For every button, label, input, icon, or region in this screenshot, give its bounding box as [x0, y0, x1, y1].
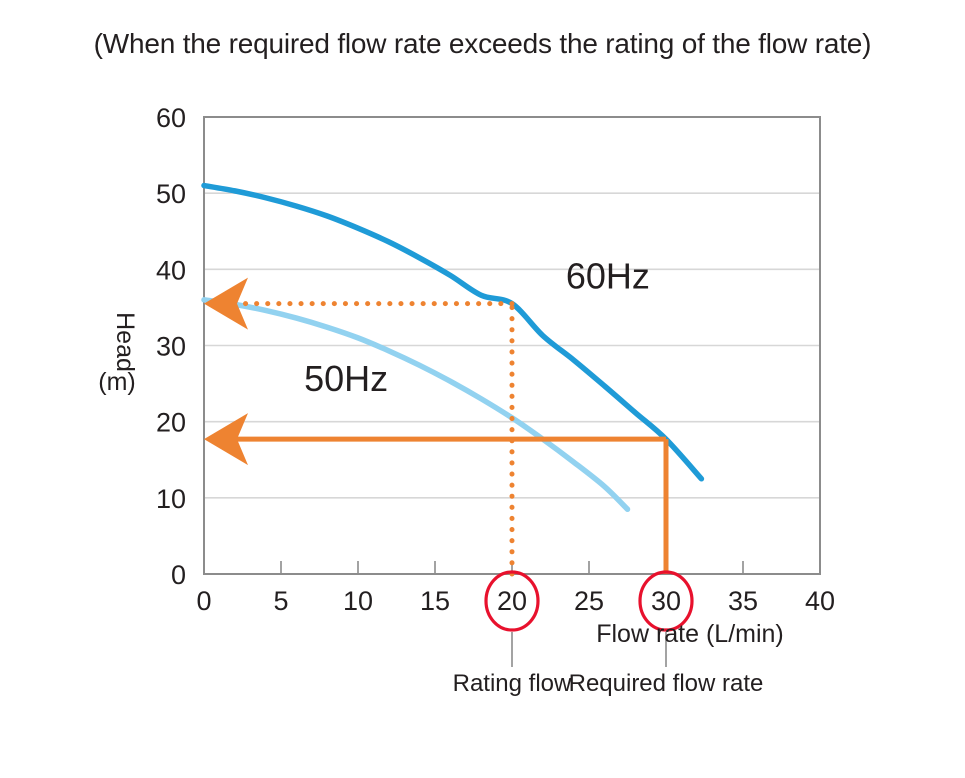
series-curve-50hz [201, 297, 631, 513]
y-tick-labels: 0 10 20 30 40 50 60 [156, 103, 186, 590]
highlight-circle-20 [484, 570, 540, 632]
data-series-layer [201, 182, 705, 513]
x-tick-label: 10 [343, 586, 373, 616]
highlight-circles [484, 570, 694, 632]
x-tick-label: 25 [574, 586, 604, 616]
x-tick-label: 40 [805, 586, 835, 616]
y-tick-label: 40 [156, 255, 186, 285]
y-tick-label: 50 [156, 179, 186, 209]
x-tick-label: 20 [497, 586, 527, 616]
series-curve-60hz [201, 182, 705, 482]
y-tick-label: 20 [156, 408, 186, 438]
grid-lines [204, 192, 820, 499]
x-tick-labels: 0 5 10 15 20 25 30 35 40 [196, 586, 835, 616]
series-label-50hz: 50Hz [304, 358, 388, 399]
y-tick-label: 10 [156, 484, 186, 514]
x-axis-title: Flow rate (L/min) [596, 620, 784, 648]
y-tick-label: 0 [171, 560, 186, 590]
rating-flow-projection-arrowhead [204, 277, 248, 330]
x-tick-label: 30 [651, 586, 681, 616]
y-tick-label: 60 [156, 103, 186, 133]
annotation-layer [204, 277, 669, 577]
y-axis-unit-label: (m) [98, 368, 135, 396]
x-tick-label: 5 [273, 586, 288, 616]
x-tick-label: 0 [196, 586, 211, 616]
required-flow-projection-arrowhead [204, 413, 248, 466]
y-tick-label: 30 [156, 332, 186, 362]
required-flow-callout: Required flow rate [569, 670, 764, 697]
y-axis-title: Head [111, 312, 139, 372]
series-label-60hz: 60Hz [566, 255, 650, 296]
rating-flow-callout: Rating flow [453, 670, 572, 697]
x-tick-label: 15 [420, 586, 450, 616]
highlight-circle-30 [638, 570, 694, 632]
x-tick-label: 35 [728, 586, 758, 616]
chart-title: (When the required flow rate exceeds the… [93, 28, 872, 59]
